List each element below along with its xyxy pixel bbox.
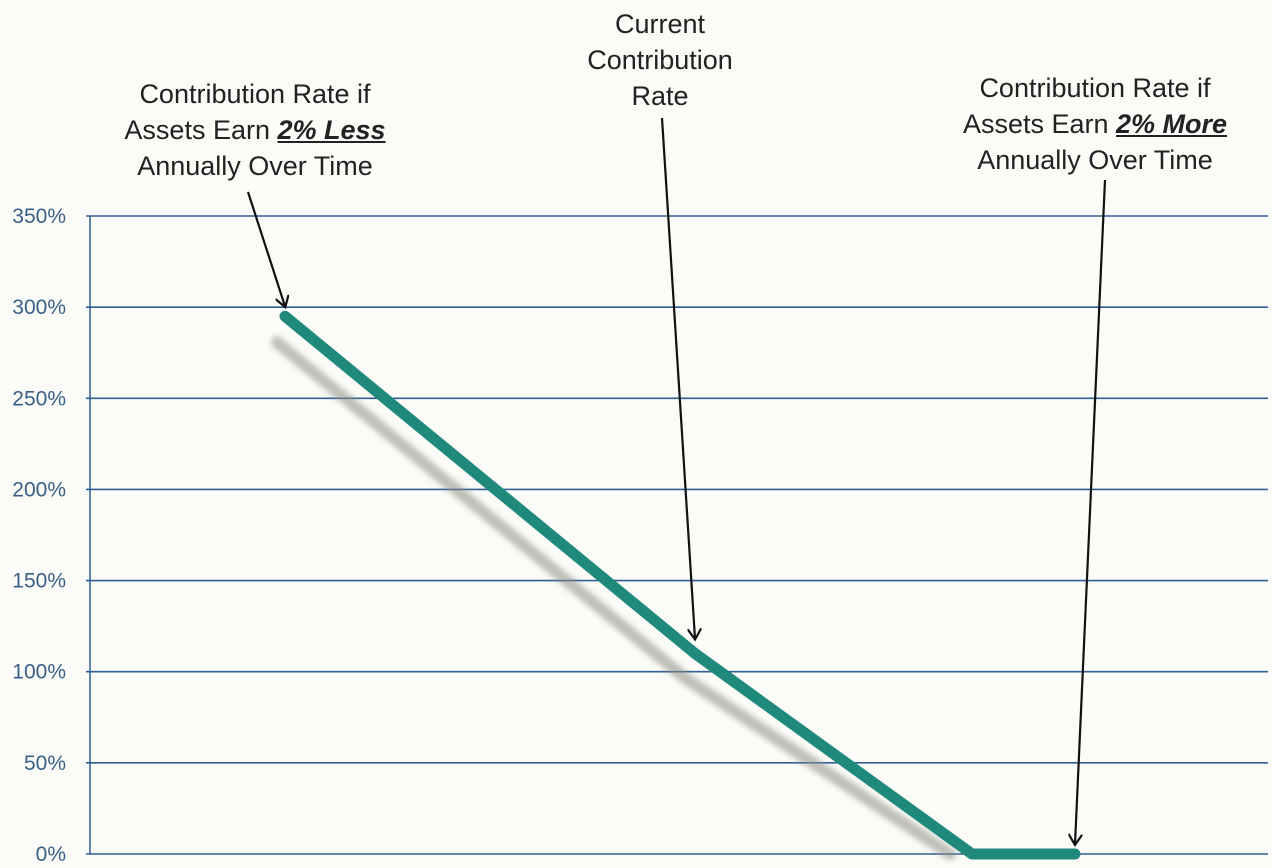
y-tick-label: 200% bbox=[12, 478, 66, 501]
annotation-less-emphasis: 2% Less bbox=[277, 115, 386, 145]
y-tick-label: 100% bbox=[12, 661, 66, 684]
series-line bbox=[279, 310, 1081, 860]
y-tick-label: 0% bbox=[36, 843, 66, 866]
series-shadow bbox=[271, 336, 956, 860]
annotation-current-line-3: Rate bbox=[631, 81, 689, 111]
y-tick-label: 150% bbox=[12, 570, 66, 593]
y-tick-label: 300% bbox=[12, 296, 66, 319]
annotation-more: Contribution Rate if Assets Earn 2% More… bbox=[945, 70, 1245, 178]
y-tick-label: 50% bbox=[24, 752, 66, 775]
annotation-arrow-more bbox=[1075, 179, 1107, 844]
annotation-less-line-3: Annually Over Time bbox=[137, 151, 373, 181]
y-tick-label: 250% bbox=[12, 387, 66, 410]
annotation-more-line-1: Contribution Rate if bbox=[979, 73, 1211, 103]
annotation-arrow-current bbox=[660, 117, 695, 638]
annotation-arrow-less bbox=[246, 191, 285, 306]
annotation-less-line-2: Assets Earn bbox=[124, 115, 278, 145]
annotation-more-emphasis: 2% More bbox=[1116, 109, 1228, 139]
gridlines bbox=[86, 215, 1268, 855]
annotation-less: Contribution Rate if Assets Earn 2% Less… bbox=[110, 76, 400, 184]
series-line-shadow bbox=[271, 336, 956, 860]
annotation-arrows bbox=[246, 117, 1107, 844]
contribution-rate-line bbox=[279, 310, 1081, 860]
annotation-current: Current Contribution Rate bbox=[565, 6, 755, 114]
annotation-more-line-2: Assets Earn bbox=[962, 109, 1116, 139]
y-tick-label: 350% bbox=[12, 205, 66, 228]
annotation-current-line-2: Contribution bbox=[587, 45, 733, 75]
annotation-less-line-1: Contribution Rate if bbox=[139, 79, 371, 109]
y-axis: 0% 50% 100% 150% 200% 250% 300% 350% bbox=[12, 205, 91, 866]
annotation-current-line-1: Current bbox=[614, 9, 706, 39]
annotation-more-line-3: Annually Over Time bbox=[977, 145, 1213, 175]
